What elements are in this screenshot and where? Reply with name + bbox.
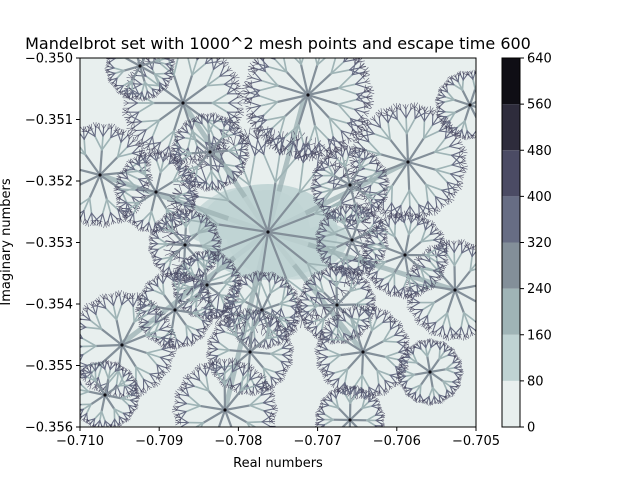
colorbar-band <box>502 104 520 151</box>
x-tick-label: −0.705 <box>452 434 500 449</box>
satellite-spiral <box>314 384 386 427</box>
y-tick-label: −0.353 <box>25 236 73 251</box>
colorbar-band <box>502 196 520 243</box>
colorbar-band <box>502 58 520 105</box>
y-axis-label: Imaginary numbers <box>0 178 14 305</box>
colorbar-tick-label: 640 <box>527 52 552 67</box>
satellite-spiral <box>171 249 243 321</box>
y-tick-label: −0.354 <box>25 298 73 313</box>
colorbar-band <box>502 288 520 335</box>
satellite-spiral <box>170 112 250 192</box>
satellite-spiral <box>347 102 469 222</box>
chart-title: Mandelbrot set with 1000^2 mesh points a… <box>25 34 531 53</box>
colorbar-tick-label: 160 <box>527 328 552 343</box>
heatmap-plot-area <box>79 57 477 428</box>
satellite-spiral <box>113 149 199 235</box>
satellite-spiral <box>80 359 141 427</box>
colorbar-tick-label: 240 <box>527 282 552 297</box>
y-axis: −0.356 −0.355 −0.354 −0.353 −0.352 −0.351 −0.3… <box>25 52 80 436</box>
y-tick-label: −0.351 <box>25 113 73 128</box>
fractal-image <box>80 58 476 427</box>
satellite-spiral <box>171 357 279 427</box>
satellite-spiral <box>241 58 375 162</box>
colorbar-tick-label: 480 <box>527 144 552 159</box>
satellite-spiral <box>361 210 449 300</box>
colorbar-tick-label: 0 <box>527 421 535 436</box>
x-tick-label: −0.709 <box>135 434 183 449</box>
y-tick-label: −0.350 <box>25 52 73 67</box>
y-tick-label: −0.356 <box>25 421 73 436</box>
colorbar: 0 80 160 240 320 400 480 560 640 <box>501 52 552 436</box>
colorbar-tick-label: 320 <box>527 236 552 251</box>
y-tick-label: −0.352 <box>25 175 73 190</box>
satellite-spiral <box>80 122 153 229</box>
satellite-spiral <box>434 69 476 141</box>
colorbar-tick-label: 80 <box>527 374 544 389</box>
satellite-spiral <box>396 338 464 406</box>
y-tick-label: −0.355 <box>25 359 73 374</box>
satellite-spiral <box>314 303 412 401</box>
satellite-spiral <box>403 239 476 342</box>
x-axis: −0.710 −0.709 −0.708 −0.707 −0.706 −0.705 <box>56 427 500 449</box>
colorbar-tick-label: 560 <box>527 98 552 113</box>
colorbar-band <box>502 380 520 427</box>
x-tick-label: −0.707 <box>294 434 342 449</box>
satellite-spiral <box>148 208 222 282</box>
satellite-spiral <box>104 58 176 102</box>
colorbar-band <box>502 150 520 197</box>
colorbar-band <box>502 334 520 381</box>
x-tick-label: −0.710 <box>56 434 104 449</box>
x-tick-label: −0.706 <box>373 434 421 449</box>
colorbar-tick-label: 400 <box>527 190 552 205</box>
x-tick-label: −0.708 <box>214 434 262 449</box>
x-axis-label: Real numbers <box>233 456 323 471</box>
colorbar-band <box>502 242 520 289</box>
